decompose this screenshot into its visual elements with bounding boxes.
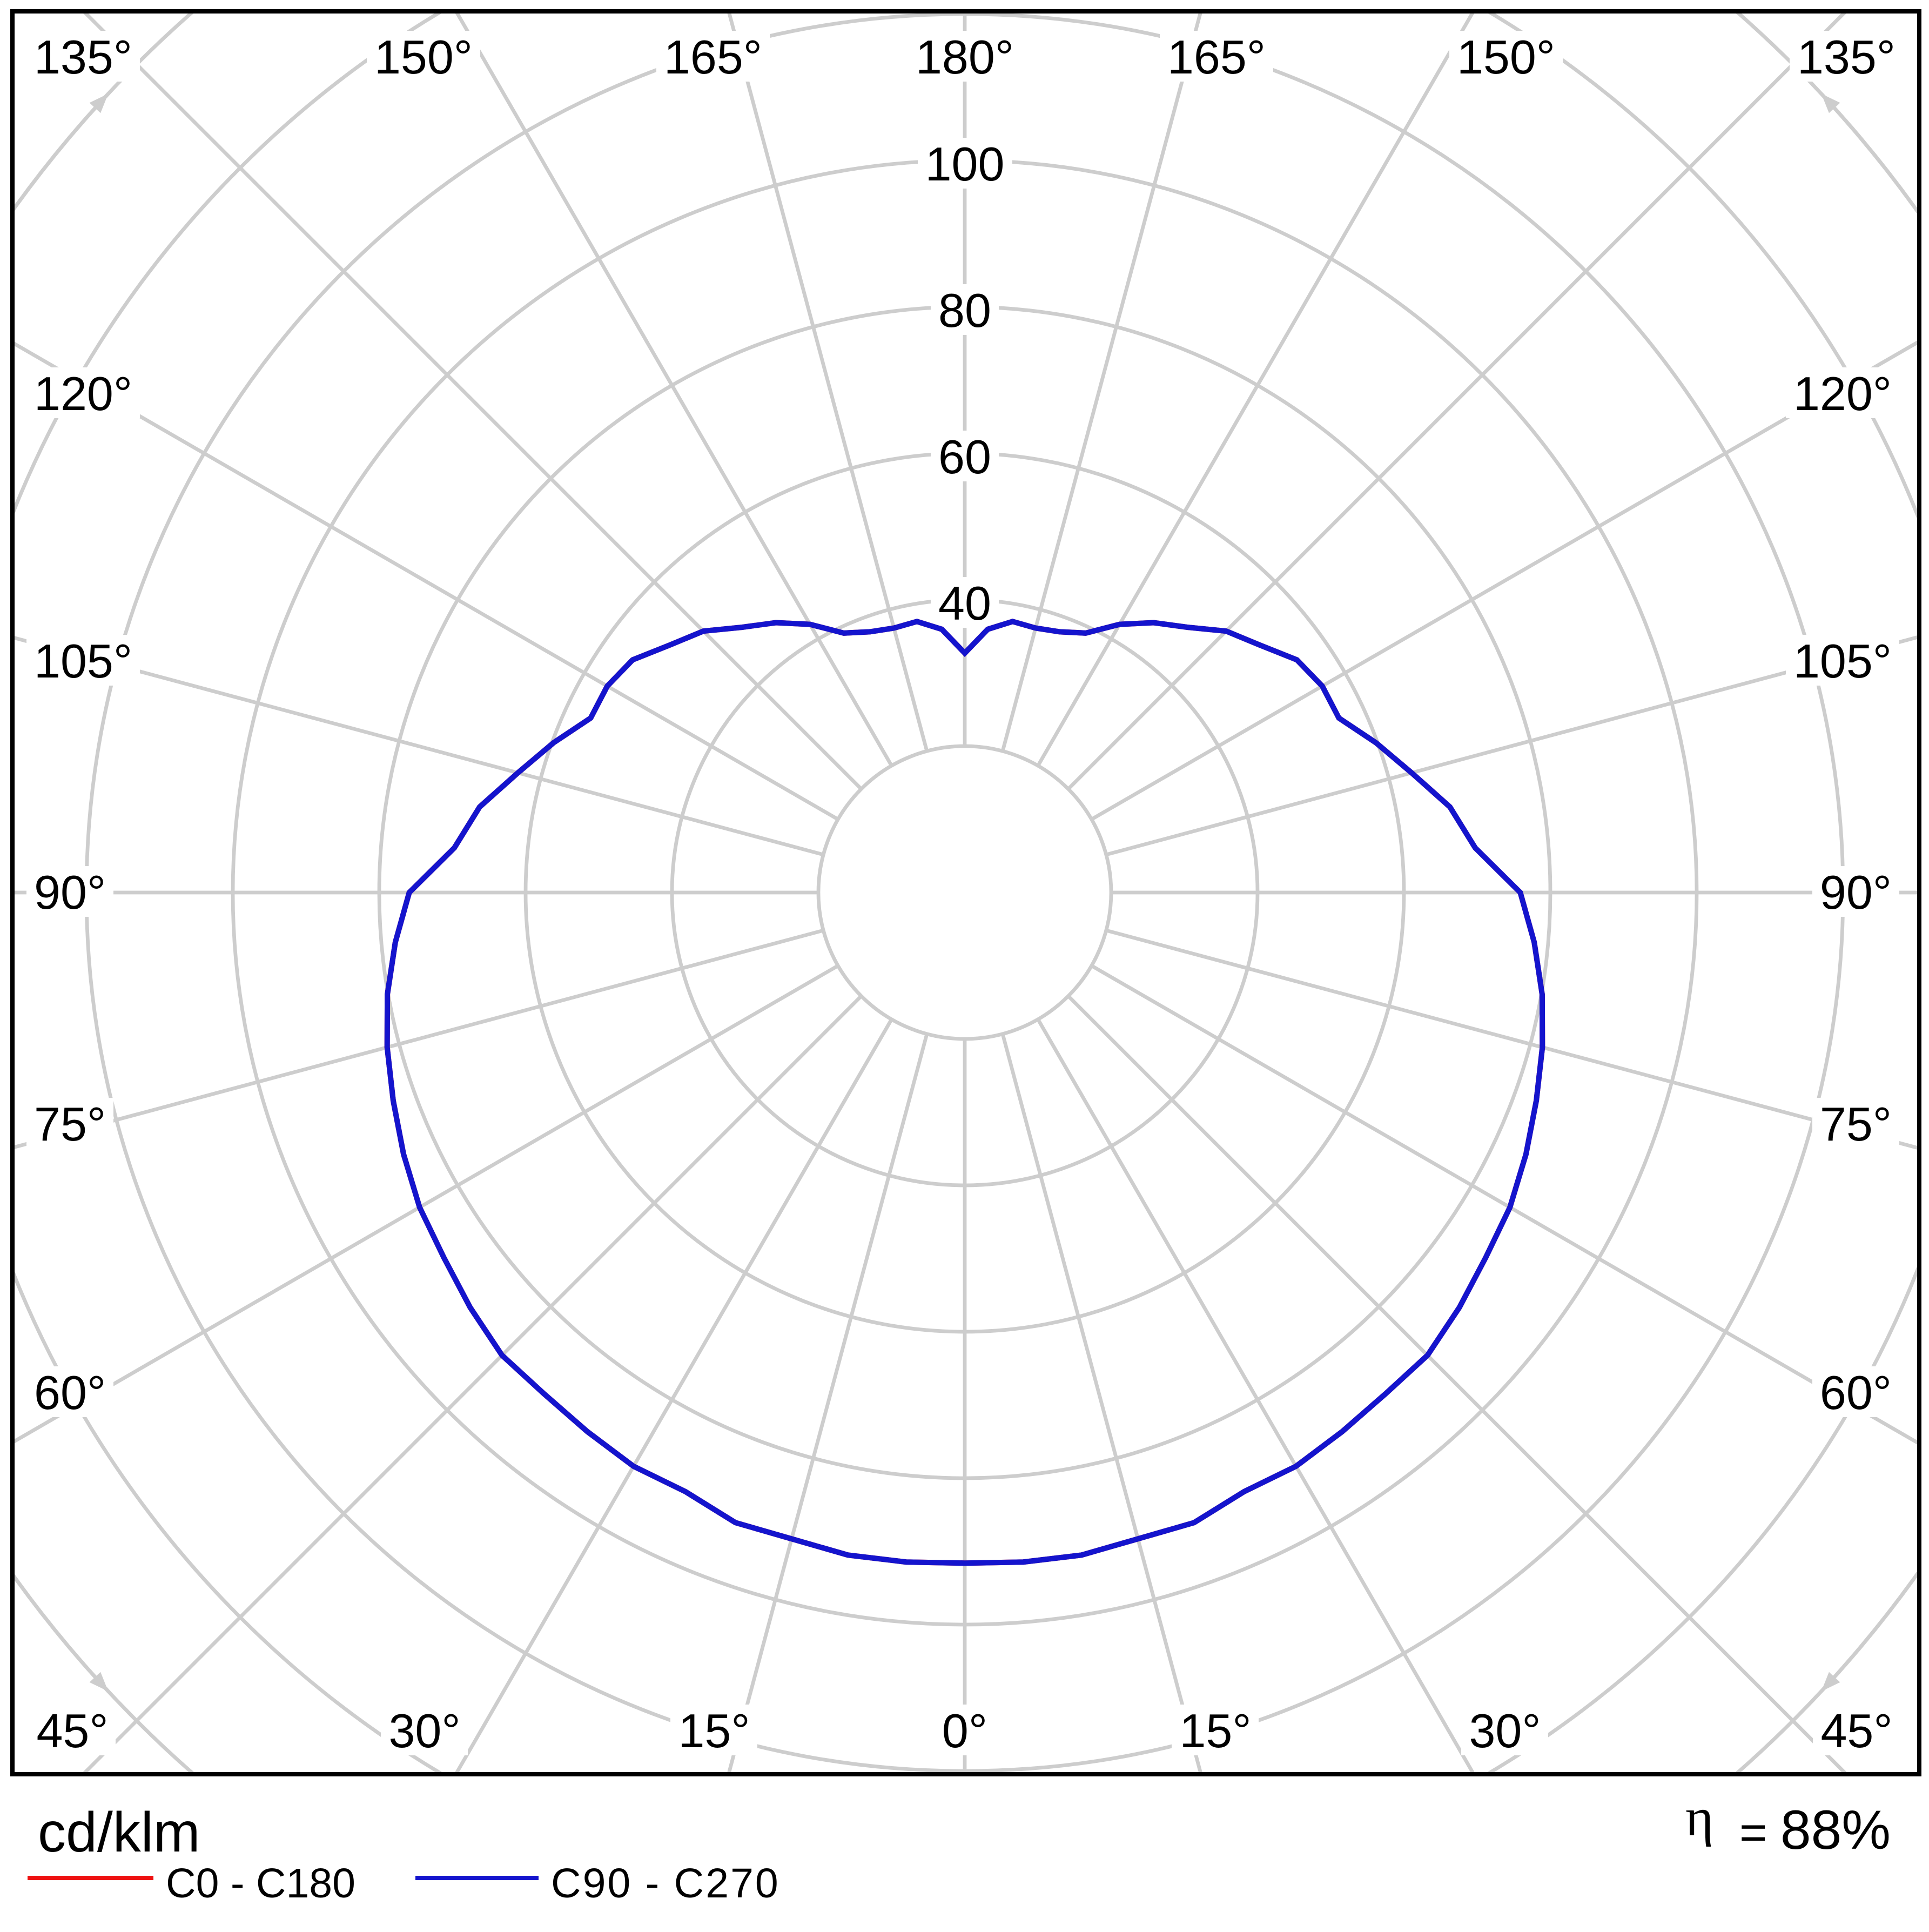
svg-text:165°: 165°: [1167, 30, 1266, 84]
svg-text:150°: 150°: [1457, 30, 1555, 84]
svg-text:150°: 150°: [374, 30, 473, 84]
svg-text:0°: 0°: [942, 1704, 987, 1757]
svg-text:90°: 90°: [34, 866, 106, 919]
svg-text:60°: 60°: [1820, 1366, 1892, 1419]
svg-text:90°: 90°: [1820, 866, 1892, 919]
svg-text:165°: 165°: [664, 30, 762, 84]
svg-text:120°: 120°: [34, 367, 132, 420]
svg-text:40: 40: [938, 576, 991, 630]
svg-text:45°: 45°: [1820, 1704, 1892, 1757]
svg-text:105°: 105°: [34, 634, 132, 688]
svg-text:120°: 120°: [1793, 367, 1892, 420]
svg-text:C0 - C180: C0 - C180: [166, 1860, 355, 1907]
svg-text:75°: 75°: [1820, 1097, 1892, 1151]
svg-text:η: η: [1685, 1787, 1713, 1847]
svg-text:30°: 30°: [388, 1704, 460, 1757]
svg-text:30°: 30°: [1469, 1704, 1541, 1757]
svg-text:100: 100: [925, 137, 1005, 191]
svg-text:15°: 15°: [1179, 1704, 1251, 1757]
svg-text:= 88%: = 88%: [1739, 1799, 1891, 1861]
svg-text:15°: 15°: [678, 1704, 750, 1757]
svg-text:80: 80: [938, 284, 991, 337]
svg-text:C90 - C270: C90 - C270: [551, 1860, 780, 1907]
svg-text:135°: 135°: [1797, 30, 1896, 84]
svg-text:135°: 135°: [34, 30, 132, 84]
svg-text:60: 60: [938, 430, 991, 484]
svg-text:105°: 105°: [1793, 634, 1892, 688]
svg-text:75°: 75°: [34, 1097, 106, 1151]
svg-text:60°: 60°: [34, 1366, 106, 1419]
svg-text:45°: 45°: [36, 1704, 108, 1757]
svg-text:cd/klm: cd/klm: [38, 1801, 200, 1864]
svg-text:180°: 180°: [916, 30, 1014, 84]
